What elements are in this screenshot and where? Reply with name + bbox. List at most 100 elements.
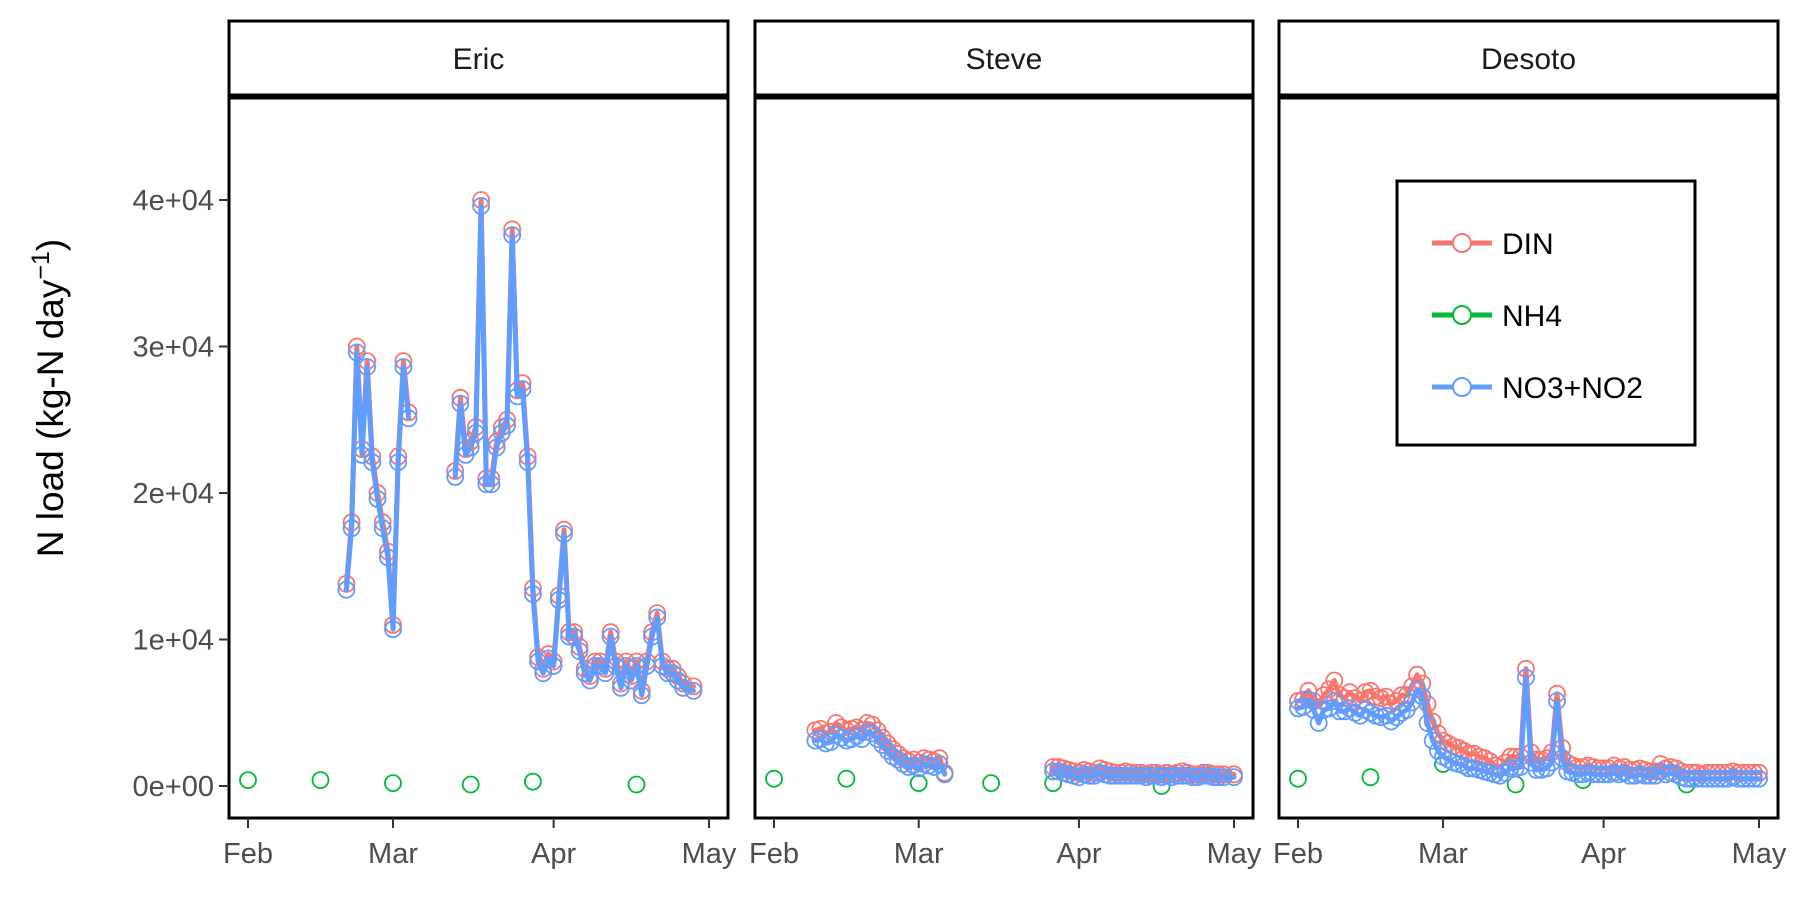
series-line bbox=[343, 349, 412, 632]
data-point bbox=[1408, 665, 1426, 684]
x-tick-label: Apr bbox=[1581, 838, 1626, 870]
data-point bbox=[765, 769, 783, 788]
legend-key-point bbox=[1452, 233, 1472, 253]
legend-label: DIN bbox=[1502, 228, 1554, 261]
legend-item-no3-no2: NO3+NO2 bbox=[1432, 372, 1643, 405]
data-point bbox=[368, 489, 387, 508]
data-point bbox=[1429, 741, 1447, 760]
facet-strip-steve bbox=[753, 19, 1255, 97]
data-point bbox=[1204, 768, 1223, 787]
data-point bbox=[378, 548, 397, 567]
data-point bbox=[1542, 753, 1561, 772]
data-point bbox=[1537, 759, 1556, 778]
facet-title-desoto: Desoto bbox=[1481, 43, 1576, 76]
y-tick-label: 0e+00 bbox=[133, 771, 214, 803]
data-point bbox=[1548, 692, 1566, 710]
x-tick-label: Mar bbox=[368, 838, 418, 870]
data-point bbox=[570, 642, 589, 661]
data-point bbox=[1750, 769, 1768, 788]
data-point bbox=[466, 423, 485, 442]
y-tick-label: 4e+04 bbox=[133, 185, 214, 217]
data-point bbox=[472, 196, 491, 215]
legend-key-point bbox=[1452, 305, 1472, 325]
facet-strip-desoto bbox=[1277, 19, 1780, 97]
x-tick-label: Mar bbox=[894, 838, 944, 870]
data-point bbox=[627, 775, 646, 794]
series-line bbox=[1295, 675, 1762, 782]
data-point bbox=[503, 226, 522, 245]
data-point bbox=[935, 765, 954, 784]
data-point bbox=[878, 741, 897, 760]
facet-strip-eric bbox=[227, 19, 730, 97]
data-point bbox=[1423, 731, 1442, 750]
y-axis-title: N load (kg-N day−1) bbox=[27, 239, 71, 557]
data-point bbox=[524, 772, 542, 791]
data-point bbox=[451, 394, 470, 413]
data-point bbox=[1289, 769, 1307, 788]
series-no3-no2-eric bbox=[337, 196, 703, 705]
series-no3-no2-steve bbox=[806, 722, 1243, 787]
data-point bbox=[239, 771, 257, 789]
series-line bbox=[452, 203, 696, 698]
data-point bbox=[363, 453, 382, 472]
panel-eric: Eric Feb Mar Apr May 0e+00 1e+04 2e+04 3e+04 4e+0… bbox=[133, 19, 737, 870]
x-tick-label: Feb bbox=[749, 838, 799, 870]
y-tick-label: 3e+04 bbox=[133, 332, 214, 364]
data-point bbox=[513, 380, 532, 398]
data-point bbox=[555, 525, 573, 543]
data-point bbox=[560, 627, 578, 646]
data-point bbox=[446, 467, 465, 486]
x-tick-label: Feb bbox=[1273, 838, 1323, 870]
data-point bbox=[873, 736, 892, 754]
data-point bbox=[674, 678, 692, 697]
legend-label: NO3+NO2 bbox=[1502, 372, 1643, 405]
series-nh4-eric bbox=[239, 771, 646, 794]
series-line bbox=[812, 729, 948, 777]
y-tick-label: 2e+04 bbox=[133, 478, 214, 510]
data-point bbox=[601, 627, 620, 646]
x-tick-label: Feb bbox=[223, 838, 273, 870]
data-point bbox=[544, 657, 563, 675]
data-point bbox=[1320, 680, 1338, 699]
data-point bbox=[337, 580, 356, 599]
data-point bbox=[1299, 690, 1318, 709]
y-tick-label: 1e+04 bbox=[133, 625, 214, 657]
data-point bbox=[342, 519, 361, 538]
legend-label: NH4 bbox=[1502, 300, 1562, 333]
data-point bbox=[648, 608, 667, 627]
data-point bbox=[982, 774, 1000, 792]
x-tick-label: May bbox=[682, 838, 737, 870]
data-point bbox=[394, 358, 413, 376]
data-point bbox=[477, 475, 496, 494]
y-axis-title-close: ) bbox=[30, 239, 71, 251]
x-tick-label: May bbox=[1732, 838, 1787, 870]
data-point bbox=[524, 585, 542, 603]
data-point bbox=[930, 755, 949, 773]
series-nh4-steve bbox=[765, 769, 1171, 795]
x-tick-label: Mar bbox=[1418, 838, 1468, 870]
data-point bbox=[1527, 761, 1546, 779]
legend-key-point bbox=[1452, 377, 1472, 397]
data-point bbox=[1382, 712, 1401, 731]
data-point bbox=[358, 358, 377, 376]
data-point bbox=[1744, 769, 1763, 788]
data-point bbox=[837, 769, 856, 788]
data-point bbox=[868, 730, 887, 748]
y-axis-title-main: N load (kg-N day bbox=[30, 279, 71, 557]
data-point bbox=[384, 620, 402, 639]
data-point bbox=[627, 657, 646, 675]
data-point bbox=[1517, 668, 1535, 687]
data-point bbox=[461, 775, 480, 794]
data-point bbox=[1418, 714, 1437, 732]
data-point bbox=[384, 774, 402, 792]
data-point bbox=[1413, 674, 1432, 693]
data-point bbox=[684, 681, 703, 700]
data-point bbox=[518, 453, 537, 472]
data-point bbox=[632, 686, 651, 705]
data-point bbox=[549, 591, 568, 609]
legend-item-nh4: NH4 bbox=[1432, 300, 1562, 333]
y-axis-title-superscript: −1 bbox=[27, 251, 55, 280]
series-no3-no2-desoto bbox=[1289, 668, 1768, 788]
